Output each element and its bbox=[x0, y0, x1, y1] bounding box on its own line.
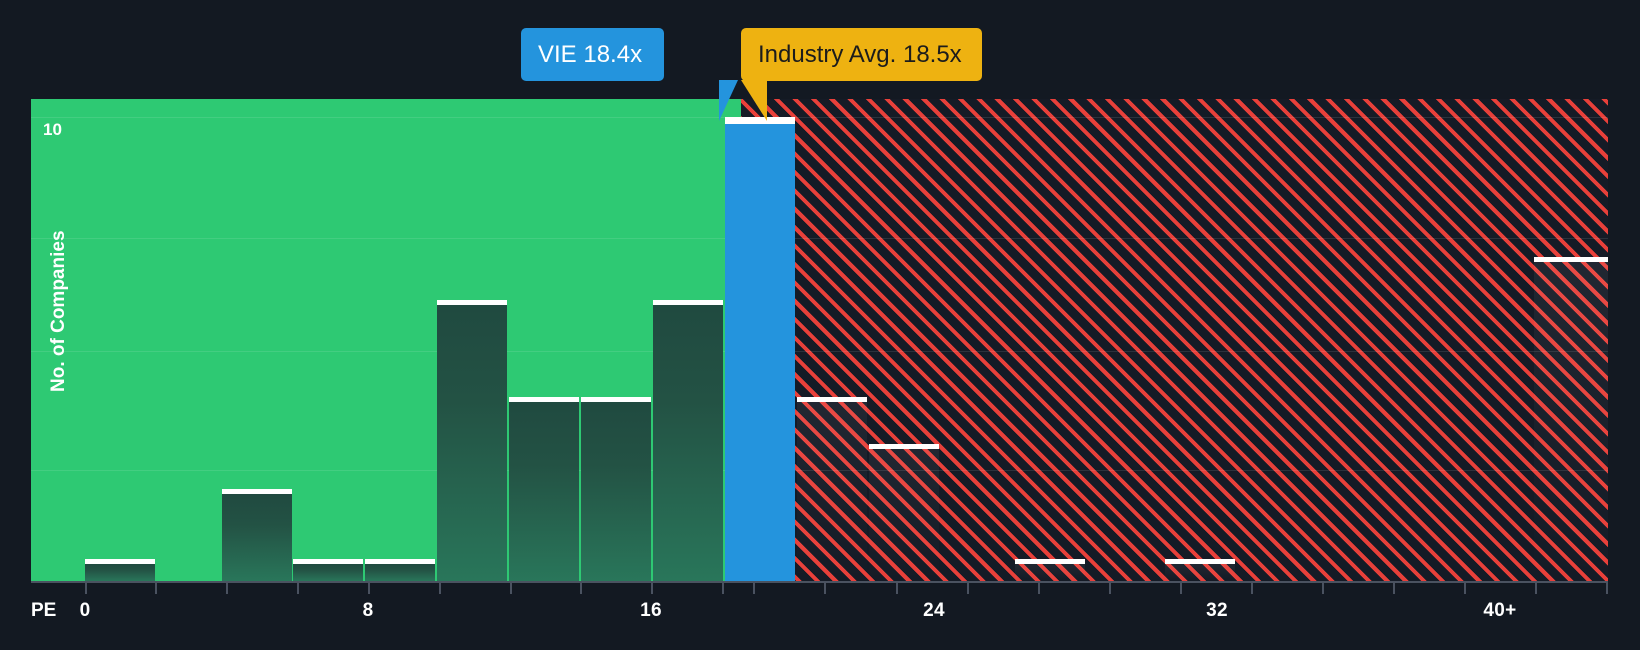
x-axis-tick bbox=[1180, 583, 1182, 594]
bar-body bbox=[1015, 564, 1085, 581]
bar-cap bbox=[293, 559, 363, 564]
x-axis-tick bbox=[753, 583, 755, 594]
x-axis-tick bbox=[1393, 583, 1395, 594]
x-axis-tick bbox=[297, 583, 299, 594]
histogram-bar[interactable] bbox=[509, 397, 579, 581]
x-axis-label: 0 bbox=[79, 600, 91, 621]
histogram-bar[interactable] bbox=[85, 559, 155, 581]
x-axis-tick bbox=[368, 583, 370, 594]
histogram-bar[interactable] bbox=[1165, 559, 1235, 581]
histogram-bar[interactable] bbox=[869, 444, 939, 581]
bar-cap bbox=[437, 300, 507, 305]
x-axis-tick bbox=[1109, 583, 1111, 594]
overvalued-zone-hatched bbox=[741, 99, 1608, 581]
y-axis-tick-label-10: 10 bbox=[43, 120, 62, 139]
histogram-bar[interactable] bbox=[797, 397, 867, 581]
gridline bbox=[31, 238, 1608, 239]
bar-body bbox=[293, 564, 363, 581]
x-axis-tick bbox=[155, 583, 157, 594]
x-axis-line bbox=[31, 581, 1608, 583]
bar-body bbox=[85, 564, 155, 581]
x-axis-tick bbox=[1322, 583, 1324, 594]
vie-callout-label[interactable]: VIE 18.4x bbox=[521, 28, 665, 81]
bar-cap bbox=[797, 397, 867, 402]
x-axis-tick bbox=[1606, 583, 1608, 594]
x-axis-tick bbox=[722, 583, 724, 594]
bar-cap bbox=[1534, 257, 1608, 262]
bar-body bbox=[725, 124, 795, 581]
bar-cap bbox=[85, 559, 155, 564]
x-axis-tick bbox=[439, 583, 441, 594]
x-axis-tick bbox=[580, 583, 582, 594]
bar-body bbox=[869, 449, 939, 581]
bar-body bbox=[365, 564, 435, 581]
x-axis-label: 32 bbox=[1206, 600, 1228, 621]
x-axis-tick bbox=[896, 583, 898, 594]
bar-body bbox=[1534, 262, 1608, 581]
bar-cap bbox=[581, 397, 651, 402]
vie-highlight-bar[interactable] bbox=[725, 117, 795, 581]
bar-body bbox=[437, 305, 507, 581]
bar-body bbox=[653, 305, 723, 581]
x-axis-tick bbox=[1464, 583, 1466, 594]
bar-cap bbox=[869, 444, 939, 449]
x-axis-tick bbox=[510, 583, 512, 594]
histogram-bar[interactable] bbox=[365, 559, 435, 581]
gridline bbox=[31, 117, 1608, 118]
x-axis-tick bbox=[1251, 583, 1253, 594]
x-axis-tick bbox=[1038, 583, 1040, 594]
industry-average-callout-label[interactable]: Industry Avg. 18.5x bbox=[741, 28, 982, 81]
x-axis-label: 40+ bbox=[1483, 600, 1517, 621]
bar-body bbox=[797, 402, 867, 581]
histogram-bar[interactable] bbox=[653, 300, 723, 581]
y-axis-title: No. of Companies bbox=[48, 230, 69, 392]
gridline bbox=[31, 470, 1608, 471]
bar-cap bbox=[365, 559, 435, 564]
bar-body bbox=[1165, 564, 1235, 581]
x-axis-label: 24 bbox=[923, 600, 945, 621]
x-axis-tick bbox=[85, 583, 87, 594]
bar-body bbox=[581, 402, 651, 581]
x-axis-tick bbox=[651, 583, 653, 594]
bar-cap bbox=[1015, 559, 1085, 564]
bar-cap bbox=[1165, 559, 1235, 564]
x-axis-label: 8 bbox=[362, 600, 374, 621]
industry-callout-tail bbox=[741, 80, 767, 121]
bar-cap bbox=[509, 397, 579, 402]
bar-body bbox=[222, 494, 292, 581]
vie-callout-tail bbox=[719, 80, 738, 121]
histogram-bar[interactable] bbox=[437, 300, 507, 581]
bar-cap bbox=[653, 300, 723, 305]
x-axis-tick bbox=[967, 583, 969, 594]
bar-body bbox=[509, 402, 579, 581]
histogram-bar[interactable] bbox=[1534, 257, 1608, 581]
x-axis-label: 16 bbox=[640, 600, 662, 621]
x-axis-tick bbox=[824, 583, 826, 594]
x-axis-tick bbox=[1535, 583, 1537, 594]
plot-area bbox=[31, 99, 1608, 581]
histogram-bar[interactable] bbox=[581, 397, 651, 581]
histogram-bar[interactable] bbox=[293, 559, 363, 581]
bar-cap bbox=[222, 489, 292, 494]
x-axis-title: PE bbox=[31, 600, 57, 621]
gridline bbox=[31, 351, 1608, 352]
histogram-bar[interactable] bbox=[222, 489, 292, 581]
histogram-bar[interactable] bbox=[1015, 559, 1085, 581]
x-axis-tick bbox=[226, 583, 228, 594]
